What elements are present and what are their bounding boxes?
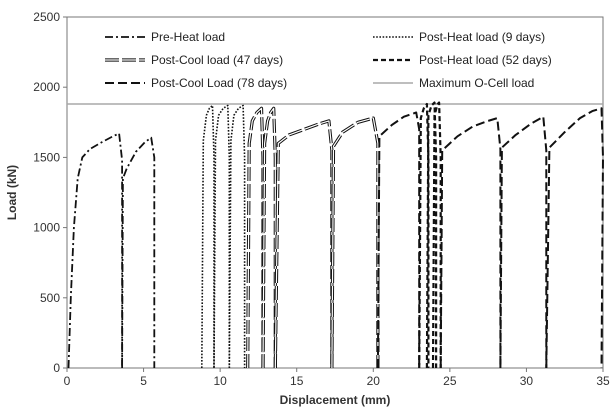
- x-tick-label: 25: [443, 374, 457, 388]
- series-group: [67, 101, 604, 369]
- legend-label: Post-Heat load (9 days): [419, 30, 545, 44]
- x-tick-label: 0: [64, 374, 71, 388]
- series-pre-heat-load: [67, 132, 156, 369]
- series-line-inner: [274, 120, 333, 369]
- series-line: [376, 111, 421, 369]
- legend-label: Pre-Heat load: [151, 30, 225, 44]
- plot-frame: [66, 16, 604, 369]
- x-tick-label: 10: [213, 374, 227, 388]
- x-tick-label: 35: [596, 374, 610, 388]
- y-tick-label: 2000: [33, 80, 60, 94]
- series-line-inner: [262, 107, 276, 369]
- series-line: [418, 102, 430, 369]
- series-line-inner: [331, 117, 379, 369]
- legend-label: Post-Cool load (47 days): [151, 53, 283, 67]
- x-tick-label: 20: [367, 374, 381, 388]
- series-line: [439, 117, 502, 369]
- y-tick-labels: 0 500 1000 1500 2000 2500: [33, 10, 67, 375]
- x-tick-label: 5: [140, 374, 147, 388]
- y-tick-label: 500: [40, 291, 60, 305]
- series-line: [499, 115, 548, 369]
- x-tick-label: 30: [520, 374, 534, 388]
- y-tick-label: 2500: [33, 10, 60, 24]
- plot-area: [66, 16, 604, 369]
- y-axis-title: Load (kN): [5, 165, 19, 220]
- legend-item: Post-Cool Load (78 days): [105, 76, 287, 90]
- series-post-cool-load-78-days: [376, 107, 604, 369]
- y-tick-label: 1000: [33, 221, 60, 235]
- y-tick-label: 1500: [33, 150, 60, 164]
- legend: Pre-Heat load Post-Heat load (9 days) Post…: [105, 30, 552, 90]
- series-line: [431, 101, 442, 369]
- legend-label: Maximum O-Cell load: [419, 76, 534, 90]
- series-line: [228, 104, 246, 369]
- legend-item: Post-Cool load (47 days): [105, 53, 283, 67]
- legend-label: Post-Heat load (52 days): [419, 53, 552, 67]
- x-axis-title: Displacement (mm): [280, 393, 391, 407]
- series-post-heat-load-9-days: [201, 104, 246, 369]
- legend-label: Post-Cool Load (78 days): [151, 76, 287, 90]
- series-line: [201, 104, 215, 369]
- series-line: [425, 101, 438, 369]
- x-tick-label: 15: [290, 374, 304, 388]
- legend-item: Post-Heat load (52 days): [373, 53, 552, 67]
- legend-item: Maximum O-Cell load: [373, 76, 534, 90]
- y-tick-label: 0: [53, 361, 60, 375]
- legend-item: Pre-Heat load: [105, 30, 225, 44]
- series-line: [67, 132, 123, 369]
- series-post-heat-load-52-days: [418, 101, 442, 369]
- x-tick-labels: 0 5 10 15 20 25 30 35: [64, 368, 610, 388]
- series-line: [213, 104, 231, 369]
- series-line: [545, 107, 604, 369]
- legend-item: Post-Heat load (9 days): [373, 30, 545, 44]
- series-post-cool-load-47-days: [246, 106, 380, 369]
- series-line: [121, 136, 156, 369]
